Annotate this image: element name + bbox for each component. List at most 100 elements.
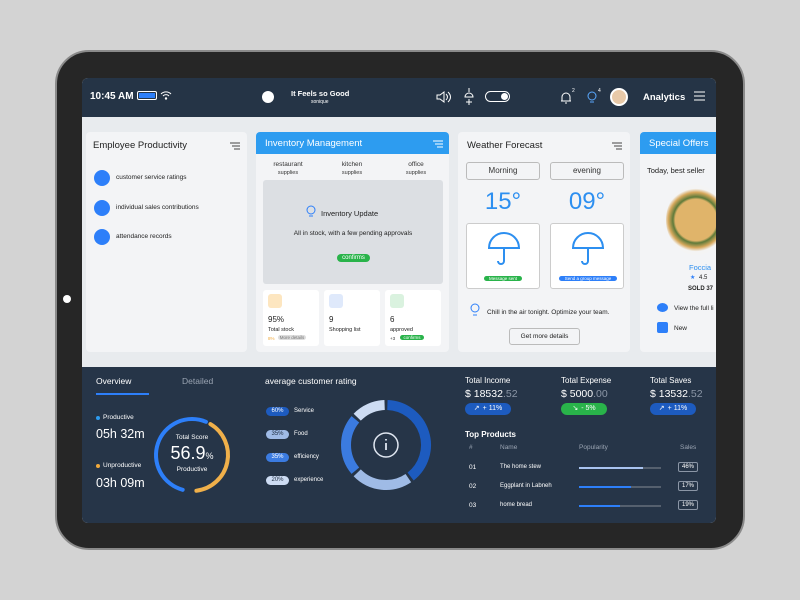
element — [487, 232, 521, 265]
stat-value: 9 — [329, 315, 334, 324]
info-circle — [373, 432, 399, 458]
list-item: attendance records — [116, 233, 172, 240]
update-text: All in stock, with a few pending approva… — [293, 230, 413, 237]
stat-value: 95% — [268, 315, 285, 324]
popularity-track — [579, 505, 661, 507]
sales-badge: 46% — [678, 462, 699, 472]
remainder-arc — [194, 422, 230, 493]
amount-cents: .00 — [593, 388, 608, 400]
productive-label: Productive — [103, 414, 134, 421]
donut-segment — [353, 469, 412, 490]
bulb-icon — [470, 303, 480, 316]
amount-main: $ 13532 — [650, 388, 688, 400]
change-badge: ↗ + 11% — [650, 403, 696, 415]
list-item: customer service ratings — [116, 174, 187, 181]
rating-name: efficiency — [294, 454, 319, 460]
column-header: Name — [500, 444, 518, 451]
rank: 01 — [469, 464, 477, 471]
stat-label: Total stock — [268, 327, 294, 333]
rating-pill: 20% — [266, 476, 289, 485]
amount-cents: .52 — [502, 388, 518, 400]
eye-icon — [657, 303, 668, 312]
sales-badge: 19% — [678, 500, 699, 510]
total-amount: $ 5000.00 — [561, 388, 608, 400]
element: kitchen — [341, 161, 363, 168]
tab[interactable]: restaurant supplies — [256, 161, 320, 177]
card-title: Inventory Management — [265, 138, 363, 149]
element — [694, 91, 705, 101]
element — [306, 205, 316, 215]
tab[interactable]: Overview — [96, 376, 132, 386]
card-header — [640, 132, 716, 154]
element: 56.9 — [170, 443, 206, 463]
menu-icon[interactable] — [694, 91, 705, 101]
volume-icon[interactable] — [436, 90, 452, 104]
update-title: Inventory Update — [321, 209, 379, 218]
weather-tile: Send a group message — [550, 223, 624, 289]
donut-segment — [341, 416, 360, 474]
umbrella-icon — [487, 232, 521, 265]
weather-card: Weather Forecast Morning evening 15° 09°… — [458, 132, 630, 352]
action-button[interactable]: Get more details — [509, 328, 580, 345]
period-tab[interactable]: evening — [550, 162, 624, 180]
rating-pill: 35% — [266, 453, 289, 462]
change-arrow: ↘ — [572, 405, 579, 412]
bulb-icon — [306, 205, 316, 217]
popularity-bar — [579, 505, 620, 507]
stat-card: 6 approved +3 confirms — [385, 290, 441, 346]
attendance-icon — [94, 229, 110, 245]
element — [464, 88, 474, 105]
button[interactable]: Send a group message — [559, 276, 617, 281]
product-name: The home stew — [500, 464, 542, 470]
amount-cents: .52 — [687, 388, 703, 400]
donut-segment — [353, 400, 386, 421]
card-header — [256, 132, 449, 154]
card-title: Special Offers — [649, 138, 709, 149]
total-amount: $ 13532.52 — [650, 388, 703, 400]
rank: 02 — [469, 483, 477, 490]
rating-name: experience — [294, 477, 324, 483]
link[interactable]: New — [674, 325, 688, 332]
element — [612, 142, 622, 150]
change-value: + 11% — [667, 405, 688, 412]
button[interactable]: Message sent — [484, 276, 522, 281]
stat-value: 6 — [390, 315, 395, 324]
filter-icon — [230, 142, 240, 150]
stat-note: More details — [278, 335, 306, 340]
donut-segment — [386, 400, 431, 481]
change-arrow: ↗ — [473, 405, 480, 412]
productive-time: 05h 32m — [96, 427, 145, 441]
amount-main: $ 5000 — [561, 388, 594, 400]
rank: 03 — [469, 502, 477, 509]
tab[interactable]: office supplies — [384, 161, 448, 177]
element — [433, 140, 443, 148]
score-arc — [154, 417, 208, 492]
product-rating: 4.5 — [699, 275, 708, 281]
user-icon — [390, 294, 404, 308]
toggle[interactable] — [485, 91, 510, 102]
period-tab[interactable]: Morning — [466, 162, 540, 180]
total-title: Total Income — [465, 376, 511, 385]
list-item: individual sales contributions — [116, 204, 199, 211]
avatar[interactable] — [610, 88, 628, 106]
sales-badge: 17% — [678, 481, 699, 491]
amount-main: $ 18532 — [465, 388, 503, 400]
stat-label: approved — [390, 327, 413, 333]
legend-dot — [96, 416, 100, 420]
section-title: Analytics — [643, 92, 686, 103]
lamp-icon — [464, 88, 474, 105]
element: restaurant — [273, 161, 303, 168]
temperature: 09° — [568, 188, 606, 215]
element: supplies — [277, 170, 299, 176]
link[interactable]: View the full li — [674, 305, 714, 312]
tab[interactable]: Detailed — [182, 376, 214, 386]
score-gauge — [154, 417, 230, 493]
camera — [63, 295, 71, 303]
stat-label: Shopping list — [329, 327, 361, 333]
score: 56.9% — [152, 443, 232, 464]
section-title: Top Products — [465, 430, 516, 439]
screen: 10:45 AM It Feels so Good sonique 2 4 An… — [82, 78, 716, 523]
tab[interactable]: kitchen supplies — [320, 161, 384, 177]
umbrella-icon — [571, 232, 605, 265]
element — [571, 232, 605, 265]
